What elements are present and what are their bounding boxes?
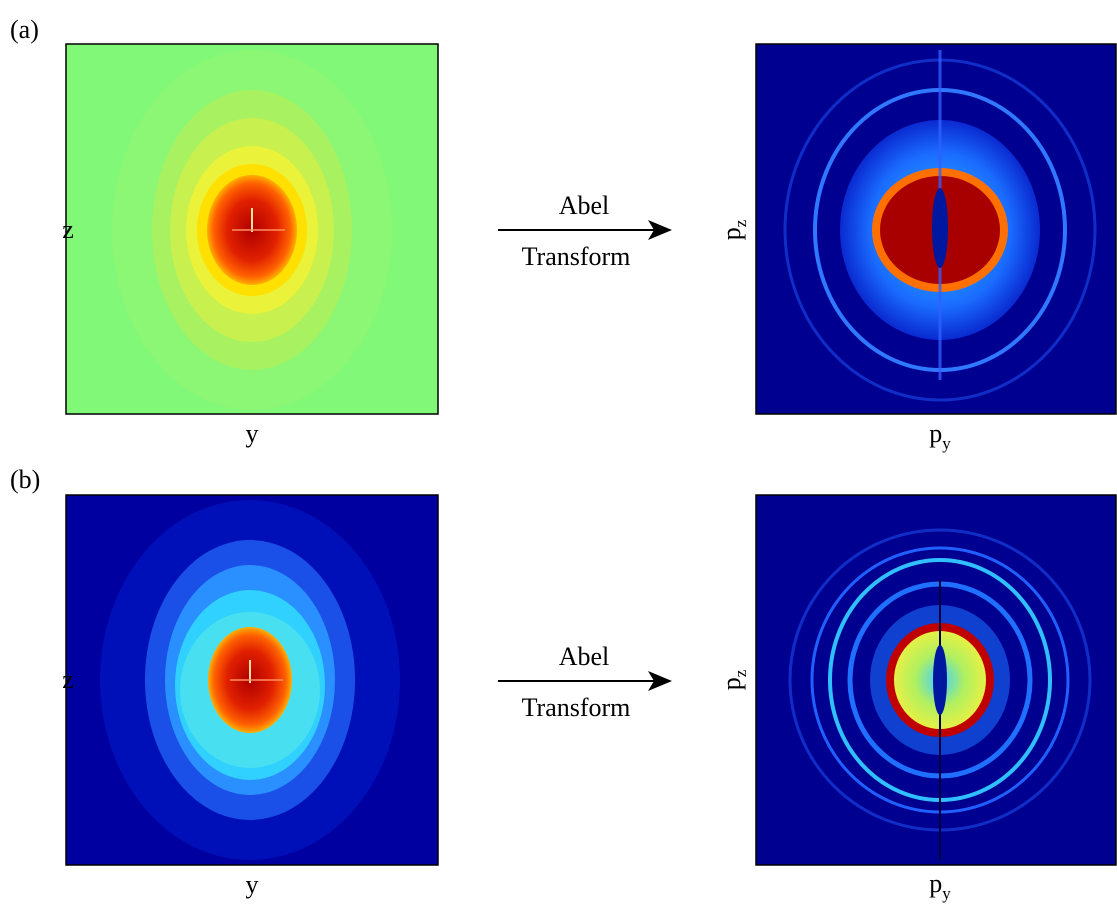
label-base: p xyxy=(929,419,942,448)
panel-label: (a) xyxy=(10,15,39,44)
label-subscript: y xyxy=(942,884,951,903)
label-base: p xyxy=(717,227,746,240)
image-a-right xyxy=(755,43,1117,415)
label-base: p xyxy=(929,869,942,898)
x-axis-label: py xyxy=(929,419,951,453)
panel-label: (b) xyxy=(10,465,40,494)
y-axis-label: z xyxy=(62,215,74,244)
label-subscript: z xyxy=(731,669,750,677)
arrow-label: Abel xyxy=(559,191,610,220)
x-axis-label: y xyxy=(246,419,259,448)
label-subscript: y xyxy=(942,434,951,453)
image-b-right xyxy=(755,494,1117,866)
arrow-label: Transform xyxy=(522,242,631,271)
y-axis-label: pz xyxy=(717,219,750,240)
arrow-label: Transform xyxy=(522,693,631,722)
arrow-label: Abel xyxy=(559,642,610,671)
label-subscript: z xyxy=(731,219,750,227)
x-axis-label: y xyxy=(246,870,259,899)
x-axis-label: py xyxy=(929,869,951,903)
image-a-left xyxy=(65,43,439,415)
image-b-left xyxy=(65,494,439,866)
label-base: p xyxy=(717,677,746,690)
y-axis-label: pz xyxy=(717,669,750,690)
y-axis-label: z xyxy=(62,665,74,694)
